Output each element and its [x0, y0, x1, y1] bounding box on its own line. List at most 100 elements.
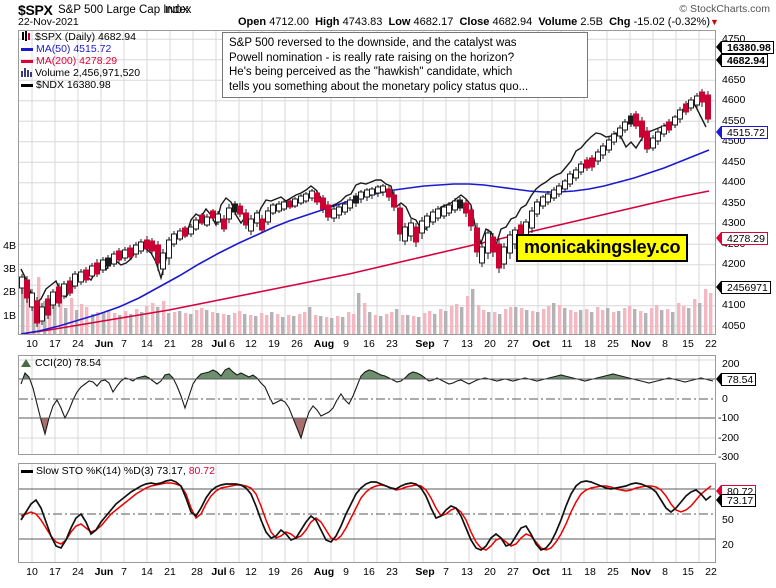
xtick-7b: 7 — [443, 338, 449, 350]
xtick-b-27: 27 — [507, 566, 519, 578]
price-tick-4350: 4350 — [722, 197, 746, 209]
volume-histogram — [21, 277, 713, 334]
spx-value-flag: 4682.94 — [721, 54, 768, 67]
cci-tick-200: 200 — [722, 358, 740, 370]
quote-bar: Open 4712.00 High 4743.83 Low 4682.17 Cl… — [238, 16, 719, 28]
high-label: High — [315, 16, 340, 28]
volume-tick-4b: 4B — [3, 240, 16, 252]
volume-tick-3b: 3B — [3, 263, 16, 275]
ma50-line — [20, 149, 710, 334]
xtick-b-nov: Nov — [631, 566, 651, 578]
price-tick-4200: 4200 — [722, 258, 746, 270]
cci-series — [20, 367, 714, 440]
cci-legend: CCI(20) 78.54 — [21, 357, 101, 369]
xtick-19: 19 — [268, 338, 280, 350]
xtick-b-13: 13 — [461, 566, 473, 578]
legend-item-ndx: $NDX 16380.98 — [21, 79, 140, 91]
candlestick-icon — [21, 31, 33, 41]
xtick-22: 22 — [705, 338, 717, 350]
xtick-16: 16 — [363, 338, 375, 350]
xtick-20: 20 — [484, 338, 496, 350]
sto-svg — [19, 464, 715, 562]
xtick-b-20: 20 — [484, 566, 496, 578]
xtick-27: 27 — [507, 338, 519, 350]
line-swatch-icon — [21, 47, 33, 51]
cci-tick-0: 0 — [722, 393, 728, 405]
price-legend: $SPX (Daily) 4682.94 MA(50) 4515.72 MA(2… — [21, 31, 140, 91]
sto-legend-d-value: 80.72 — [188, 465, 215, 477]
index-name: S&P 500 Large Cap Index — [58, 4, 192, 16]
xtick-24: 24 — [72, 338, 84, 350]
high-value: 4743.83 — [342, 16, 383, 28]
xtick-b-7: 7 — [121, 566, 127, 578]
xtick-14: 14 — [141, 338, 153, 350]
price-tick-4600: 4600 — [722, 94, 746, 106]
xtick-21: 21 — [164, 338, 176, 350]
volume-value-flag: 2456971 — [721, 281, 771, 294]
line-swatch-icon — [21, 59, 33, 63]
watermark: monicakingsley.co — [516, 234, 689, 262]
annotation-line-2: Powell nomination - is really rate raisi… — [229, 51, 515, 64]
xtick-b-25: 25 — [607, 566, 619, 578]
legend-label-volume: Volume 2,456,971,520 — [35, 67, 141, 79]
xtick-12: 12 — [245, 338, 257, 350]
price-tick-4550: 4550 — [722, 115, 746, 127]
xtick-nov: Nov — [631, 338, 651, 350]
xtick-18: 18 — [584, 338, 596, 350]
legend-label-ma50: MA(50) 4515.72 — [36, 43, 112, 55]
xtick-b-28: 28 — [191, 566, 203, 578]
sto-reference-lines — [19, 488, 715, 540]
low-value: 4682.17 — [413, 16, 454, 28]
ma200-line — [20, 190, 710, 334]
xtick-b-sep: Sep — [415, 566, 435, 578]
xtick-11: 11 — [561, 338, 573, 350]
xtick-b-17: 17 — [49, 566, 61, 578]
price-tick-4100: 4100 — [722, 299, 746, 311]
legend-item-volume: Volume 2,456,971,520 — [21, 67, 140, 79]
xtick-sep: Sep — [415, 338, 435, 350]
cci-value-flag: 78.54 — [721, 373, 757, 386]
xtick-b-14: 14 — [141, 566, 153, 578]
quote-date: 22-Nov-2021 — [18, 16, 79, 28]
volume-label: Volume — [538, 16, 578, 28]
line-swatch-icon — [21, 469, 33, 473]
xtick-jun: Jun — [94, 338, 114, 350]
sto-d-line — [20, 482, 712, 551]
price-tick-4400: 4400 — [722, 176, 746, 188]
xtick-6: 6 — [229, 338, 235, 350]
open-label: Open — [238, 16, 267, 28]
cci-svg — [19, 356, 715, 454]
xtick-b-16: 16 — [363, 566, 375, 578]
ma50-flag-pointer — [716, 126, 721, 138]
stod-flag-pointer — [716, 485, 721, 497]
xtick-15: 15 — [682, 338, 694, 350]
xtick-b-11: 11 — [561, 566, 573, 578]
cci-tick-m300: -300 — [718, 451, 740, 463]
xtick-23: 23 — [386, 338, 398, 350]
xtick-9: 9 — [343, 338, 349, 350]
ndx-value-flag: 16380.98 — [721, 41, 774, 54]
page-title: $SPX — [18, 2, 53, 18]
volume-tick-1b: 1B — [3, 310, 16, 322]
cci-flag-pointer — [716, 373, 721, 385]
spx-candlesticks — [19, 89, 711, 327]
xtick-17: 17 — [49, 338, 61, 350]
xtick-10: 10 — [26, 338, 38, 350]
xtick-b-8: 8 — [662, 566, 668, 578]
ma200-value-flag: 4278.29 — [721, 232, 768, 245]
sto-panel — [18, 463, 716, 563]
annotation-line-1: S&P 500 reversed to the downside, and th… — [229, 37, 517, 49]
xtick-b-12: 12 — [245, 566, 257, 578]
price-tick-4450: 4450 — [722, 156, 746, 168]
xtick-25: 25 — [607, 338, 619, 350]
cci-area-icon — [21, 357, 33, 367]
xtick-b-10: 10 — [26, 566, 38, 578]
cci-tick-m200: -200 — [718, 432, 740, 444]
price-tick-4300: 4300 — [722, 217, 746, 229]
xtick-b-6: 6 — [229, 566, 235, 578]
sto-legend: Slow STO %K(14) %D(3) 73.17, 80.72 — [21, 465, 215, 477]
spx-flag-pointer — [716, 54, 721, 66]
volume-value: 2.5B — [580, 16, 603, 28]
close-label: Close — [459, 16, 490, 28]
chart-annotation: S&P 500 reversed to the downside, and th… — [222, 32, 588, 99]
